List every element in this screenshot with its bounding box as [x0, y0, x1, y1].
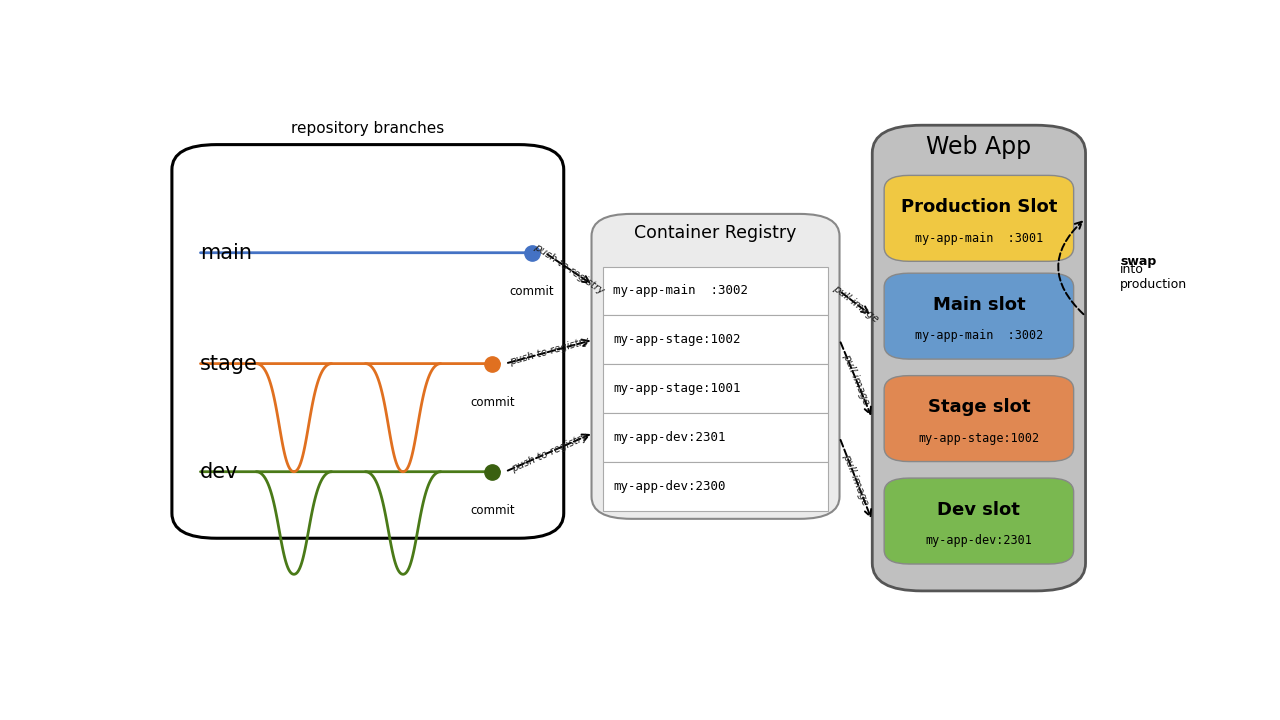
- FancyBboxPatch shape: [591, 214, 840, 519]
- Text: my-app-dev:2301: my-app-dev:2301: [925, 534, 1033, 547]
- Text: commit: commit: [509, 285, 554, 298]
- Text: Stage slot: Stage slot: [928, 398, 1030, 416]
- Text: pull image: pull image: [831, 283, 881, 324]
- Text: Main slot: Main slot: [933, 296, 1025, 314]
- FancyBboxPatch shape: [603, 462, 828, 510]
- Text: Dev slot: Dev slot: [937, 501, 1020, 519]
- FancyBboxPatch shape: [603, 413, 828, 462]
- Text: main: main: [200, 243, 252, 263]
- Text: my-app-stage:1001: my-app-stage:1001: [613, 382, 741, 395]
- Text: push to registry: push to registry: [509, 431, 589, 474]
- FancyBboxPatch shape: [603, 315, 828, 364]
- FancyBboxPatch shape: [884, 176, 1074, 261]
- FancyBboxPatch shape: [603, 364, 828, 413]
- Text: my-app-dev:2301: my-app-dev:2301: [613, 431, 726, 444]
- Text: my-app-main  :3002: my-app-main :3002: [613, 284, 749, 297]
- Text: dev: dev: [200, 462, 238, 482]
- Text: my-app-stage:1002: my-app-stage:1002: [918, 432, 1039, 445]
- Text: my-app-main  :3002: my-app-main :3002: [915, 330, 1043, 343]
- Text: repository branches: repository branches: [291, 121, 444, 136]
- Text: Web App: Web App: [927, 135, 1032, 159]
- FancyBboxPatch shape: [884, 273, 1074, 359]
- Text: Production Slot: Production Slot: [901, 198, 1057, 216]
- FancyBboxPatch shape: [884, 478, 1074, 564]
- Text: stage: stage: [200, 354, 257, 374]
- Text: my-app-main  :3001: my-app-main :3001: [915, 232, 1043, 245]
- Text: my-app-stage:1002: my-app-stage:1002: [613, 333, 741, 346]
- FancyBboxPatch shape: [603, 266, 828, 315]
- Text: commit: commit: [470, 396, 515, 409]
- Text: swap: swap: [1120, 255, 1157, 269]
- Text: Container Registry: Container Registry: [635, 224, 796, 242]
- FancyBboxPatch shape: [884, 376, 1074, 462]
- Text: push to registry: push to registry: [508, 336, 590, 367]
- Text: commit: commit: [470, 504, 515, 517]
- Text: into
production: into production: [1120, 264, 1188, 291]
- FancyBboxPatch shape: [172, 145, 563, 539]
- Text: push to registry: push to registry: [532, 242, 605, 296]
- Text: my-app-dev:2300: my-app-dev:2300: [613, 480, 726, 492]
- Text: pull image: pull image: [841, 452, 870, 506]
- FancyBboxPatch shape: [872, 125, 1085, 591]
- Text: pull image: pull image: [841, 352, 870, 406]
